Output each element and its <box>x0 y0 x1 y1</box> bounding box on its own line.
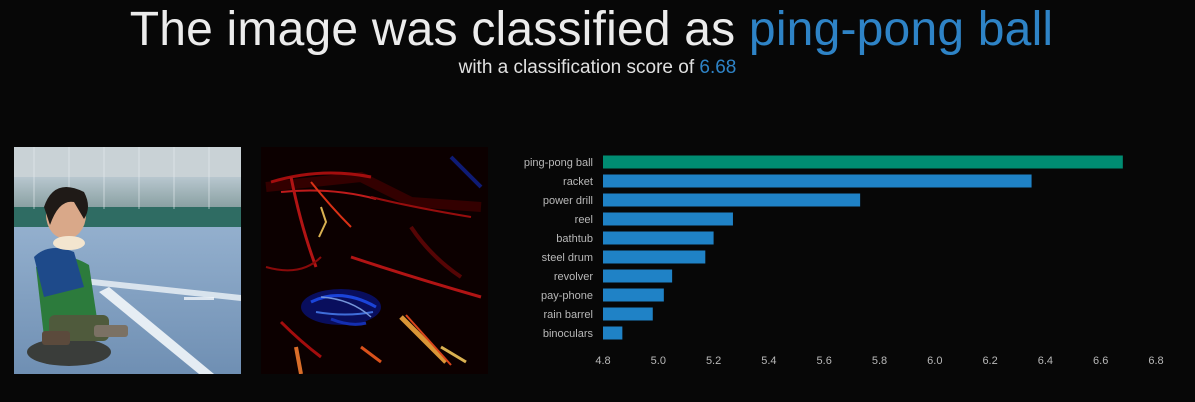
category-label: racket <box>563 176 593 188</box>
category-label: ping-pong ball <box>524 157 593 169</box>
bars-layer <box>603 155 1123 340</box>
bar-bathtub <box>603 231 714 245</box>
category-labels-layer: ping-pong ball racket power drill reel batht… <box>524 157 594 340</box>
input-photo <box>14 147 241 374</box>
saliency-heatmap-illustration <box>261 147 488 374</box>
category-label: revolver <box>554 271 593 283</box>
bar-binoculars <box>603 326 623 340</box>
x-tick-label: 6.2 <box>982 355 997 367</box>
x-tick-label: 6.8 <box>1148 355 1163 367</box>
bar-ping-pong-ball <box>603 155 1123 169</box>
input-photo-illustration <box>14 147 241 374</box>
saliency-heatmap <box>261 147 488 374</box>
headline: The image was classified as ping-pong ba… <box>0 2 1183 57</box>
predicted-label: ping-pong ball <box>748 3 1054 56</box>
x-tick-label: 5.0 <box>651 355 666 367</box>
category-label: rain barrel <box>543 309 593 321</box>
category-label: pay-phone <box>541 290 593 302</box>
x-tick-label: 6.6 <box>1093 355 1108 367</box>
bar-rain-barrel <box>603 307 653 321</box>
bar-racket <box>603 174 1032 188</box>
x-tick-label: 6.0 <box>927 355 942 367</box>
category-label: bathtub <box>556 233 593 245</box>
bar-revolver <box>603 269 673 283</box>
classification-score-bar-chart: ping-pong ball racket power drill reel batht… <box>524 155 1164 367</box>
category-label: steel drum <box>542 252 593 264</box>
category-label: binoculars <box>543 328 594 340</box>
x-tick-labels-layer: 4.8 5.0 5.2 5.4 5.6 5.8 6.0 6.2 6.4 6.6 6.8 <box>595 355 1163 367</box>
bar-steel-drum <box>603 250 706 264</box>
bar-pay-phone <box>603 288 664 302</box>
x-tick-label: 5.6 <box>817 355 832 367</box>
subtitle-prefix: with a classification score of <box>458 57 695 78</box>
category-label: power drill <box>543 195 593 207</box>
category-label: reel <box>575 214 593 226</box>
headline-prefix: The image was classified as <box>129 3 736 56</box>
bar-power-drill <box>603 193 861 207</box>
x-tick-label: 5.8 <box>872 355 887 367</box>
x-tick-label: 5.2 <box>706 355 721 367</box>
x-tick-label: 5.4 <box>761 355 776 367</box>
classification-score: 6.68 <box>699 57 737 78</box>
bar-reel <box>603 212 733 226</box>
subtitle: with a classification score of 6.68 <box>0 57 1195 79</box>
x-tick-label: 4.8 <box>595 355 610 367</box>
x-tick-label: 6.4 <box>1038 355 1053 367</box>
